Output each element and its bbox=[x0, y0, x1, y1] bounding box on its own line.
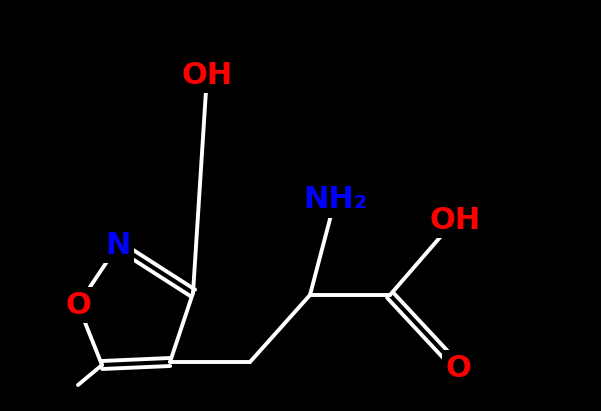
Text: O: O bbox=[445, 353, 471, 383]
Text: OH: OH bbox=[429, 206, 481, 235]
Text: NH₂: NH₂ bbox=[303, 185, 367, 215]
Text: N: N bbox=[105, 231, 130, 259]
Text: OH: OH bbox=[182, 60, 233, 90]
Text: O: O bbox=[65, 291, 91, 319]
